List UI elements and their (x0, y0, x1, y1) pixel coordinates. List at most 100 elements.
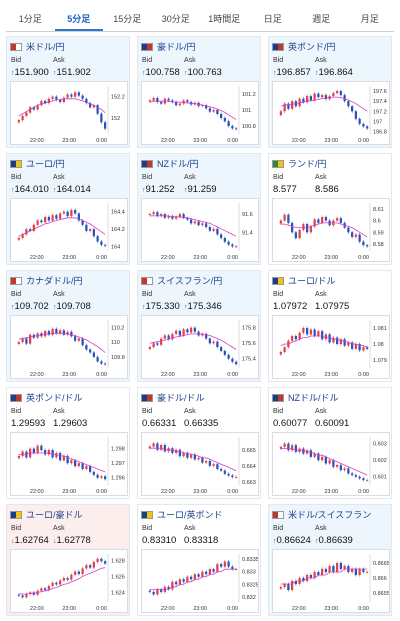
candle-body (212, 110, 215, 112)
candle-body (17, 237, 20, 240)
pair-link[interactable]: 英ポンド/ドル (10, 391, 126, 404)
rate-card[interactable]: スイスフラン/円 Bid Ask ↑175.330 ↑175.346 175.8 175.6… (137, 270, 261, 382)
rate-card[interactable]: ランド/円 Bid Ask 8.577 8.586 8.61 8.6 8.59 8.58 22:0… (268, 153, 392, 265)
mini-chart[interactable]: 164.4 164.2 164 22:00 23:00 0:00 (10, 198, 128, 262)
rate-card[interactable]: カナダドル/円 Bid Ask ↑109.702 ↑109.708 110.2 110 109… (6, 270, 130, 382)
tab-timeframe[interactable]: 1時間足 (208, 14, 241, 24)
candle-body (77, 463, 80, 467)
mini-chart[interactable]: 101.2 101 100.8 22:00 23:00 0:00 (141, 81, 259, 145)
rate-card[interactable]: 米ドル/円 Bid Ask ↑151.900 ↑151.902 152.2 152 22:00… (6, 36, 130, 148)
mini-chart[interactable]: 0.8665 0.866 0.8655 22:00 23:00 0:00 (272, 549, 390, 613)
x-tick-label: 23:00 (62, 138, 76, 144)
x-tick-label: 0:00 (227, 372, 238, 378)
pair-link[interactable]: ユーロ/円 (10, 157, 126, 170)
mini-chart[interactable]: 197.6 197.4 197.2 197 196.8 22:00 23:00 0:00 (272, 81, 390, 145)
pair-link[interactable]: 米ドル/スイスフラン (272, 508, 388, 521)
y-tick-label: 8.6 (373, 219, 381, 225)
y-tick-label: 1.297 (111, 461, 125, 467)
rate-card[interactable]: 豪ドル/ドル Bid Ask 0.66331 0.66335 0.665 0.664 0.66… (137, 387, 261, 499)
candle-body (302, 98, 305, 103)
candle-body (287, 103, 290, 109)
candle-body (283, 214, 286, 221)
candle-body (77, 338, 80, 341)
mini-chart[interactable]: 1.081 1.08 1.079 22:00 23:00 0:00 (272, 315, 390, 379)
x-tick-label: 22:00 (161, 255, 175, 261)
pair-link[interactable]: ランド/円 (272, 157, 388, 170)
candle-body (70, 460, 73, 464)
candle-body (40, 588, 43, 591)
mini-chart[interactable]: 1.628 1.626 1.624 22:00 23:00 0:00 (10, 549, 128, 613)
candle-body (25, 594, 28, 598)
candle-body (74, 460, 77, 467)
tab-timeframe[interactable]: 週足 (312, 14, 331, 24)
tab-timeframe[interactable]: 30分足 (161, 14, 190, 24)
tab-timeframe[interactable]: 15分足 (113, 14, 142, 24)
rate-card[interactable]: 豪ドル/円 Bid Ask ↑100.758 ↑100.763 101.2 101 100.8… (137, 36, 261, 148)
rate-card[interactable]: NZドル/ドル Bid Ask 0.60077 0.60091 0.603 0.602 0.6… (268, 387, 392, 499)
rate-card[interactable]: 米ドル/スイスフラン Bid Ask ↑0.86624 ↑0.86639 0.8665 0.… (268, 504, 392, 616)
rate-card[interactable]: 英ポンド/円 Bid Ask ↑196.857 ↑196.864 197.6 197.4 19… (268, 36, 392, 148)
y-tick-label: 175.4 (242, 357, 256, 363)
pair-link[interactable]: ユーロ/ドル (272, 274, 388, 287)
rate-card[interactable]: NZドル/円 Bid Ask ↑91.252 ↑91.259 91.6 91.4 22:00 2… (137, 153, 261, 265)
candle-body (283, 584, 286, 587)
candle-body (178, 330, 181, 336)
moving-average-line (149, 447, 237, 471)
candle-body (332, 460, 335, 467)
candle-body (81, 220, 84, 225)
ask-value: 196.864 (318, 67, 353, 78)
tab-timeframe[interactable]: 日足 (263, 14, 282, 24)
pair-link[interactable]: ユーロ/英ポンド (141, 508, 257, 521)
mini-chart[interactable]: 110.2 110 109.8 22:00 23:00 0:00 (10, 315, 128, 379)
candle-body (279, 111, 282, 116)
candle-body (74, 209, 77, 214)
rate-card[interactable]: 英ポンド/ドル Bid Ask 1.29593 1.29603 1.298 1.297 1.2… (6, 387, 130, 499)
chart-svg: 1.298 1.297 1.296 22:00 23:00 0:00 (17, 437, 125, 495)
candle-body (66, 455, 69, 464)
mini-chart[interactable]: 0.8335 0.833 0.8325 0.832 22:00 23:00 0:00 (141, 549, 259, 613)
x-tick-label: 0:00 (96, 372, 107, 378)
candle-body (148, 347, 151, 350)
candle-body (81, 568, 84, 574)
rate-card[interactable]: ユーロ/豪ドル Bid Ask ↓1.62764 ↓1.62778 1.628 1.626 1… (6, 504, 130, 616)
mini-chart[interactable]: 1.298 1.297 1.296 22:00 23:00 0:00 (10, 432, 128, 496)
pair-link[interactable]: 米ドル/円 (10, 40, 126, 53)
mini-chart[interactable]: 8.61 8.6 8.59 8.58 22:00 23:00 0:00 (272, 198, 390, 262)
flag-icon (272, 393, 284, 402)
tab-timeframe[interactable]: 月足 (360, 14, 379, 24)
rate-card[interactable]: ユーロ/英ポンド Bid Ask 0.83310 0.83318 0.8335 0.833 0… (137, 504, 261, 616)
mini-chart[interactable]: 0.603 0.602 0.601 22:00 23:00 0:00 (272, 432, 390, 496)
candle-body (321, 95, 324, 98)
pair-link[interactable]: スイスフラン/円 (141, 274, 257, 287)
candle-body (317, 331, 320, 336)
candle-body (47, 450, 50, 455)
mini-chart[interactable]: 152.2 152 22:00 23:00 0:00 (10, 81, 128, 145)
candle-body (294, 336, 297, 340)
x-tick-label: 22:00 (292, 606, 306, 612)
pair-link[interactable]: ユーロ/豪ドル (10, 508, 126, 521)
mini-chart[interactable]: 0.665 0.664 0.663 22:00 23:00 0:00 (141, 432, 259, 496)
bid-label: Bid (142, 291, 153, 298)
pair-link[interactable]: 豪ドル/ドル (141, 391, 257, 404)
candle-body (208, 461, 211, 466)
candle-body (85, 98, 88, 104)
pair-link[interactable]: カナダドル/円 (10, 274, 126, 287)
candle-body (62, 330, 65, 335)
quote-header: Bid Ask (142, 525, 226, 532)
mini-chart[interactable]: 91.6 91.4 22:00 23:00 0:00 (141, 198, 259, 262)
candle-body (223, 561, 226, 567)
pair-link[interactable]: 英ポンド/円 (272, 40, 388, 53)
tab-timeframe[interactable]: 1分足 (18, 14, 42, 24)
candle-body (171, 581, 174, 590)
ask-label: Ask (315, 525, 327, 532)
candle-body (294, 232, 297, 239)
pair-link[interactable]: 豪ドル/円 (141, 40, 257, 53)
mini-chart[interactable]: 175.8 175.6 175.4 22:00 23:00 0:00 (141, 315, 259, 379)
rate-card[interactable]: ユーロ/円 Bid Ask ↑164.010 ↑164.014 164.4 164.2 164… (6, 153, 130, 265)
tab-timeframe[interactable]: 5分足 (54, 6, 103, 31)
x-tick-label: 22:00 (30, 489, 44, 495)
candle-body (167, 335, 170, 340)
rate-card[interactable]: ユーロ/ドル Bid Ask 1.07972 1.07975 1.081 1.08 1.079… (268, 270, 392, 382)
pair-link[interactable]: NZドル/ドル (272, 391, 388, 404)
pair-link[interactable]: NZドル/円 (141, 157, 257, 170)
